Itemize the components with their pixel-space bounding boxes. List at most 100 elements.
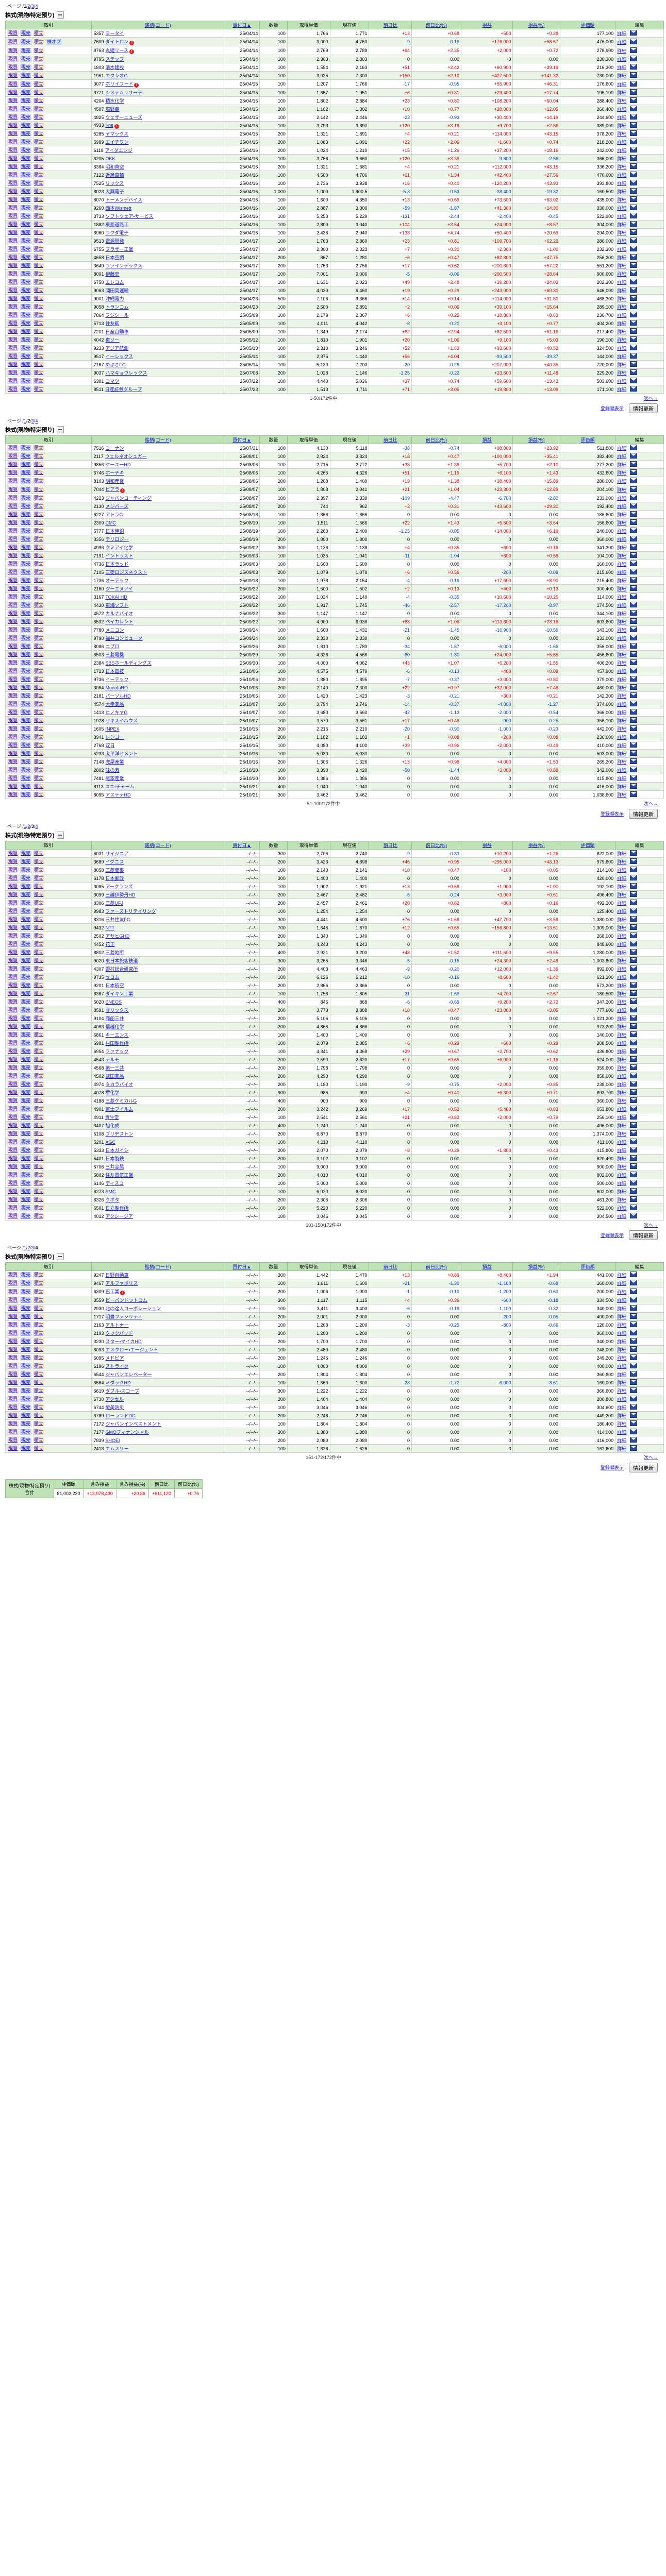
stock-name-link[interactable]: 福井コンピュータ bbox=[105, 636, 143, 641]
detail-link[interactable]: 詳細 bbox=[617, 148, 627, 153]
detail-link[interactable]: 詳細 bbox=[617, 1413, 627, 1418]
mail-icon[interactable] bbox=[630, 1429, 638, 1434]
detail-link[interactable]: 詳細 bbox=[617, 1397, 627, 1402]
mail-icon[interactable] bbox=[630, 312, 638, 317]
stock-name-link[interactable]: ローランドDG bbox=[105, 1413, 136, 1418]
trade-link-sell[interactable]: 現売 bbox=[20, 1024, 32, 1029]
trade-link-buy[interactable]: 現買 bbox=[7, 1338, 19, 1344]
detail-link[interactable]: 詳細 bbox=[617, 313, 627, 318]
detail-link[interactable]: 詳細 bbox=[617, 529, 627, 534]
trade-link-sell[interactable]: 現売 bbox=[20, 1180, 32, 1186]
detail-link[interactable]: 詳細 bbox=[617, 553, 627, 558]
mail-icon[interactable] bbox=[630, 1420, 638, 1426]
trade-link-tumitate[interactable]: 積立 bbox=[33, 892, 45, 897]
trade-link-sell[interactable]: 現売 bbox=[20, 693, 32, 699]
stock-name-link[interactable]: 日本航空 bbox=[105, 983, 124, 988]
stock-name-link[interactable]: 味の素 bbox=[105, 768, 120, 773]
stock-name-link[interactable]: 野村総合研究所 bbox=[105, 967, 138, 972]
trade-link-tumitate[interactable]: 積立 bbox=[33, 1429, 45, 1435]
trade-link-buy[interactable]: 現買 bbox=[7, 1090, 19, 1095]
stock-name-link[interactable]: SMC bbox=[105, 1189, 116, 1194]
trade-link-buy[interactable]: 現買 bbox=[7, 1297, 19, 1303]
detail-link[interactable]: 詳細 bbox=[617, 1164, 627, 1170]
detail-link[interactable]: 詳細 bbox=[617, 512, 627, 517]
trade-link-sell[interactable]: 現売 bbox=[20, 139, 32, 145]
detail-link[interactable]: 詳細 bbox=[617, 1430, 627, 1435]
trade-link-buy[interactable]: 現買 bbox=[7, 123, 19, 128]
mail-icon[interactable] bbox=[630, 469, 638, 475]
stock-name-link[interactable]: 虎屋産業 bbox=[105, 759, 124, 765]
detail-link[interactable]: 詳細 bbox=[617, 851, 627, 856]
stock-name-link[interactable]: 岡田岡運輸 bbox=[105, 288, 129, 293]
trade-link-sell[interactable]: 現売 bbox=[20, 1197, 32, 1202]
trade-link-buy[interactable]: 現買 bbox=[7, 147, 19, 153]
mail-icon[interactable] bbox=[630, 1155, 638, 1161]
trade-link-buy[interactable]: 現買 bbox=[7, 966, 19, 972]
detail-link[interactable]: 詳細 bbox=[617, 362, 627, 367]
detail-link[interactable]: 詳細 bbox=[617, 991, 627, 996]
mail-icon[interactable] bbox=[630, 775, 638, 781]
mail-icon[interactable] bbox=[630, 519, 638, 525]
stock-name-link[interactable]: 昭和真空 bbox=[105, 164, 124, 170]
trade-link-sell[interactable]: 現売 bbox=[20, 545, 32, 550]
stock-name-link[interactable]: ブリヂストン bbox=[105, 1131, 134, 1137]
stock-name-link[interactable]: サイジニア bbox=[105, 851, 129, 856]
detail-link[interactable]: 詳細 bbox=[617, 1289, 627, 1295]
trade-link-sell[interactable]: 現売 bbox=[20, 147, 32, 153]
trade-link-tumitate[interactable]: 積立 bbox=[33, 106, 45, 112]
detail-link[interactable]: 詳細 bbox=[617, 255, 627, 260]
trade-link-sell[interactable]: 現売 bbox=[20, 668, 32, 674]
trade-link-tumitate[interactable]: 積立 bbox=[33, 1413, 45, 1418]
trade-link-sell[interactable]: 現売 bbox=[20, 561, 32, 567]
stock-name-link[interactable]: OKK bbox=[105, 156, 115, 161]
mail-icon[interactable] bbox=[630, 1321, 638, 1327]
trade-link-buy[interactable]: 現買 bbox=[7, 668, 19, 674]
trade-link-sell[interactable]: 現売 bbox=[20, 1421, 32, 1427]
trade-link-sell[interactable]: 現売 bbox=[20, 1131, 32, 1137]
trade-link-tumitate[interactable]: 積立 bbox=[33, 98, 45, 104]
trade-link-tumitate[interactable]: 積立 bbox=[33, 1314, 45, 1319]
trade-link-buy[interactable]: 現買 bbox=[7, 528, 19, 534]
mail-icon[interactable] bbox=[630, 659, 638, 665]
trade-link-tumitate[interactable]: 積立 bbox=[33, 734, 45, 740]
sort-chg-pct-link[interactable]: 前日比(%) bbox=[426, 843, 447, 848]
trade-link-buy[interactable]: 現買 bbox=[7, 1007, 19, 1013]
trade-link-tumitate[interactable]: 積立 bbox=[33, 784, 45, 789]
trade-link-sell[interactable]: 現売 bbox=[20, 39, 32, 45]
trade-link-tumitate[interactable]: 積立 bbox=[33, 296, 45, 301]
trade-link-tumitate[interactable]: 積立 bbox=[33, 792, 45, 798]
stock-name-link[interactable]: TOKAI HD bbox=[105, 594, 127, 600]
trade-link-sell[interactable]: 現売 bbox=[20, 1396, 32, 1402]
mail-icon[interactable] bbox=[630, 974, 638, 979]
trade-link-tumitate[interactable]: 積立 bbox=[33, 503, 45, 509]
trade-link-sell[interactable]: 現売 bbox=[20, 767, 32, 773]
detail-link[interactable]: 詳細 bbox=[617, 1065, 627, 1071]
trade-link-sell[interactable]: 現売 bbox=[20, 255, 32, 260]
trade-link-buy[interactable]: 現買 bbox=[7, 775, 19, 781]
mail-icon[interactable] bbox=[630, 594, 638, 599]
trade-link-tumitate[interactable]: 積立 bbox=[33, 545, 45, 550]
trade-link-buy[interactable]: 現買 bbox=[7, 246, 19, 252]
trade-link-tumitate[interactable]: 積立 bbox=[33, 453, 45, 459]
mail-icon[interactable] bbox=[630, 883, 638, 889]
mail-icon[interactable] bbox=[630, 1089, 638, 1095]
sort-chg-link[interactable]: 前日比 bbox=[383, 843, 397, 848]
mail-icon[interactable] bbox=[630, 205, 638, 210]
trade-link-tumitate[interactable]: 積立 bbox=[33, 635, 45, 641]
trade-link-sell[interactable]: 現売 bbox=[20, 1048, 32, 1054]
mail-icon[interactable] bbox=[630, 965, 638, 971]
next-page-link[interactable]: 次へ→ bbox=[643, 1455, 658, 1460]
sort-pl-link[interactable]: 損益 bbox=[482, 23, 492, 28]
detail-link[interactable]: 詳細 bbox=[617, 917, 627, 922]
stock-name-link[interactable]: メンバーズ bbox=[105, 504, 129, 509]
detail-link[interactable]: 詳細 bbox=[617, 1421, 627, 1427]
trade-link-tumitate[interactable]: 積立 bbox=[33, 263, 45, 268]
trade-link-tumitate[interactable]: 積立 bbox=[33, 701, 45, 707]
trade-link-buy[interactable]: 現買 bbox=[7, 726, 19, 732]
stock-name-link[interactable]: 日本ラッド bbox=[105, 562, 129, 567]
trade-link-sell[interactable]: 現売 bbox=[20, 205, 32, 211]
detail-link[interactable]: 詳細 bbox=[617, 1074, 627, 1079]
stock-name-link[interactable]: ファナック bbox=[105, 1049, 129, 1054]
trade-link-buy[interactable]: 現買 bbox=[7, 1413, 19, 1418]
mail-icon[interactable] bbox=[630, 221, 638, 227]
